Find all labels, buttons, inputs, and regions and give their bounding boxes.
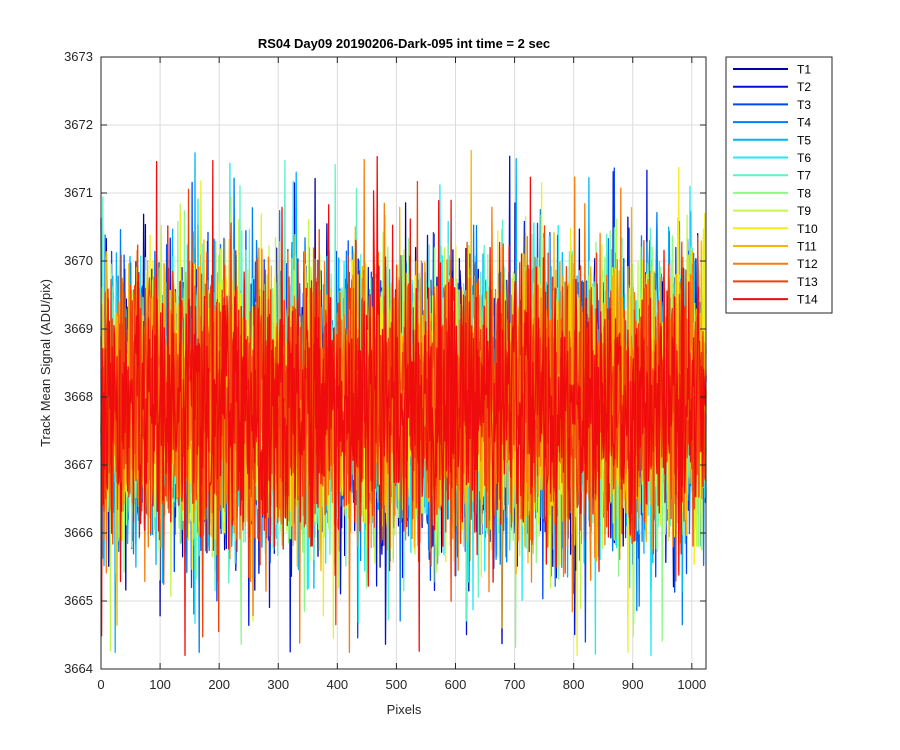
x-tick-label: 700 [504,677,526,692]
plot-area-border [100,56,707,670]
x-tick-label: 100 [149,677,171,692]
legend-label-t4: T4 [797,116,811,130]
axis-ticks [100,56,706,670]
y-tick-label: 3669 [64,321,93,336]
legend-label-t10: T10 [797,222,818,236]
x-tick-label: 300 [267,677,289,692]
y-tick-labels: 3664 3665 3666 3667 3668 3669 3670 3671 3672 3673 [64,49,93,676]
y-tick-label: 3672 [64,117,93,132]
legend-label-t6: T6 [797,151,811,165]
chart-title: RS04 Day09 20190206-Dark-095 int time = … [258,36,550,51]
y-tick-label: 3664 [64,661,93,676]
x-tick-label: 1000 [677,677,706,692]
x-tick-label: 900 [622,677,644,692]
y-tick-label: 3671 [64,185,93,200]
y-tick-label: 3668 [64,389,93,404]
y-tick-label: 3665 [64,593,93,608]
legend-label-t2: T2 [797,80,811,94]
legend-label-t13: T13 [797,275,818,289]
series-lines [100,149,707,657]
legend-label-t14: T14 [797,293,818,307]
legend-label-t5: T5 [797,133,811,147]
y-tick-label: 3673 [64,49,93,64]
legend-label-t12: T12 [797,257,818,271]
y-tick-label: 3666 [64,525,93,540]
legend: T1 T2 T3 T4 T5 T6 T7 T8 T9 T10 T11 T12 T13 T14 [725,56,833,314]
legend-label-t3: T3 [797,98,811,112]
x-axis-label: Pixels [387,702,422,717]
y-tick-label: 3667 [64,457,93,472]
y-axis-label: Track Mean Signal (ADU/pix) [38,279,53,447]
x-tick-label: 400 [326,677,348,692]
legend-label-t9: T9 [797,204,811,218]
legend-label-t1: T1 [797,63,811,77]
x-tick-label: 800 [563,677,585,692]
x-tick-labels: 0 100 200 300 400 500 600 700 800 900 1000 [97,677,706,692]
x-tick-label: 600 [445,677,467,692]
legend-label-t7: T7 [797,169,811,183]
series-line-t14 [100,156,707,657]
x-tick-label: 500 [386,677,408,692]
legend-label-t11: T11 [797,240,817,254]
y-tick-label: 3670 [64,253,93,268]
legend-label-t8: T8 [797,186,811,200]
x-tick-label: 0 [97,677,104,692]
legend-box [725,56,833,314]
x-tick-label: 200 [208,677,230,692]
